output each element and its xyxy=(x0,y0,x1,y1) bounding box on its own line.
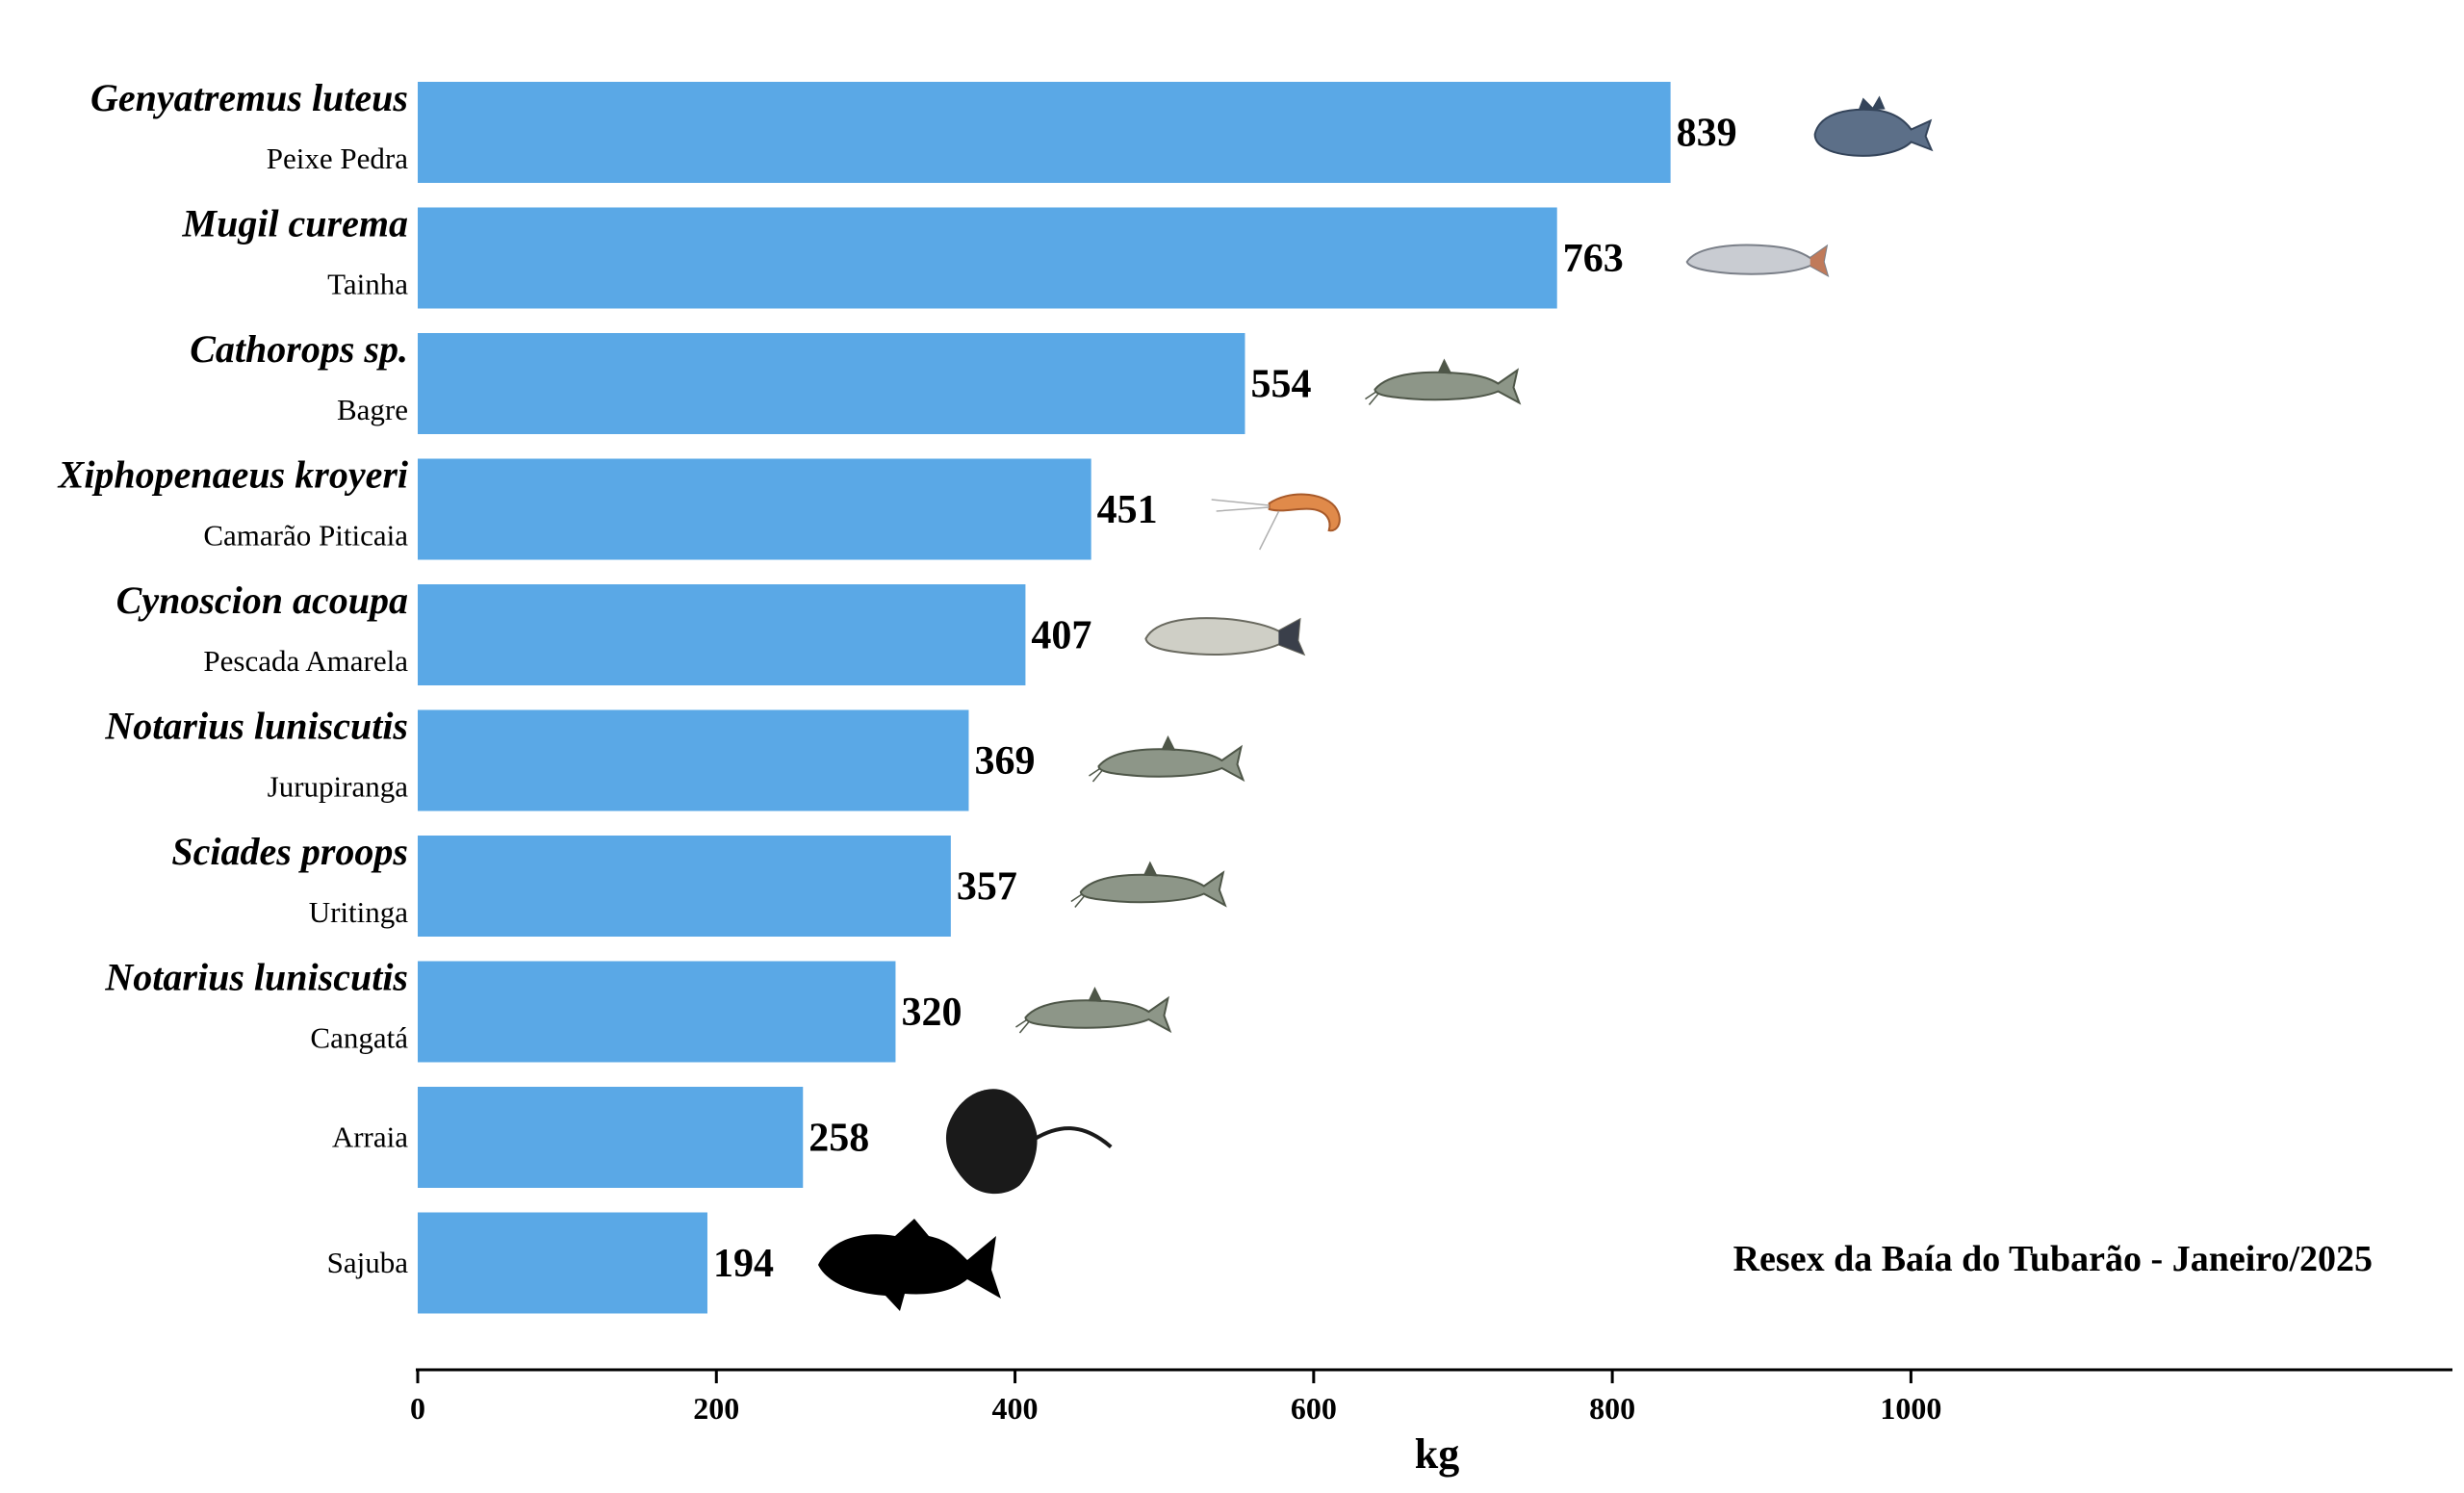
mullet-body xyxy=(1685,244,1830,278)
bar xyxy=(418,458,1091,560)
common-name-label: Cangatá xyxy=(310,1021,408,1055)
scientific-name-label: Notarius luniscutis xyxy=(104,956,408,999)
weakfish-icon xyxy=(1144,617,1306,656)
value-label: 451 xyxy=(1097,488,1158,532)
common-name-label: Jurupiranga xyxy=(268,770,409,804)
catfish-body xyxy=(1079,870,1227,908)
bar xyxy=(418,836,951,937)
bar xyxy=(418,1212,707,1314)
bar xyxy=(418,1087,804,1188)
x-tick-label: 400 xyxy=(992,1391,1039,1426)
catfish-icon xyxy=(1089,735,1245,783)
catfish-icon xyxy=(1015,987,1172,1034)
x-tick-label: 200 xyxy=(693,1391,739,1426)
scientific-name-label: Genyatremus luteus xyxy=(90,76,408,119)
catfish-fin xyxy=(1088,987,1103,1002)
scientific-name-label: Cynoscion acoupa xyxy=(116,579,408,622)
value-label: 258 xyxy=(808,1117,869,1161)
sajuba-body xyxy=(817,1219,1001,1311)
scientific-name-label: Cathorops sp. xyxy=(190,327,408,371)
shrimp-body xyxy=(1268,493,1341,532)
catfish-fin xyxy=(1437,358,1452,374)
x-tick-label: 600 xyxy=(1291,1391,1337,1426)
value-label: 194 xyxy=(713,1242,774,1286)
grunt-body xyxy=(1813,108,1934,157)
category-labels-layer: Genyatremus luteus Peixe Pedra Mugil curem… xyxy=(57,76,409,1279)
common-name-label: Camarão Piticaia xyxy=(203,519,408,553)
value-label: 554 xyxy=(1250,363,1311,407)
value-label: 763 xyxy=(1563,237,1624,281)
grunt-fin xyxy=(1858,95,1886,111)
catfish-icon xyxy=(1070,861,1227,908)
common-name-label: Peixe Pedra xyxy=(267,142,408,175)
bar xyxy=(418,709,969,811)
shrimp-antennae xyxy=(1211,499,1280,551)
catfish-barbels xyxy=(1365,390,1380,405)
icons-layer xyxy=(817,95,1934,1311)
bar xyxy=(418,333,1245,434)
value-label: 369 xyxy=(974,739,1035,784)
x-tick-label: 1000 xyxy=(1880,1391,1941,1426)
common-name-label: Bagre xyxy=(337,393,408,426)
mullet-tail xyxy=(1810,246,1828,275)
common-name-label: Sajuba xyxy=(327,1246,409,1279)
value-labels-layer: 839 763 554 451 407 369 357 320 258 194 xyxy=(713,112,1737,1287)
catfish-barbels xyxy=(1015,1018,1031,1034)
mullet-fish-icon xyxy=(1685,244,1830,278)
value-label: 407 xyxy=(1031,614,1091,658)
catfish-body xyxy=(1097,744,1245,783)
bar xyxy=(418,207,1557,309)
catfish-barbels xyxy=(1089,767,1104,783)
scientific-name-label: Xiphopenaeus kroyeri xyxy=(57,453,408,497)
common-name-label: Arraia xyxy=(332,1120,408,1154)
x-tick-label: 800 xyxy=(1589,1391,1635,1426)
catfish-fin xyxy=(1142,861,1158,877)
bar xyxy=(418,584,1026,685)
common-name-label: Uritinga xyxy=(309,895,409,929)
bars-layer xyxy=(418,82,1671,1314)
stingray-tail xyxy=(1033,1126,1113,1149)
common-name-label: Pescada Amarela xyxy=(203,644,408,678)
scientific-name-label: Notarius luniscutis xyxy=(104,705,408,748)
catfish-icon xyxy=(1365,358,1522,405)
scientific-name-label: Mugil curema xyxy=(182,202,408,245)
x-axis: 0 200 400 600 800 1000 xyxy=(410,1368,2452,1426)
x-tick-label: 0 xyxy=(410,1391,425,1426)
scientific-name-label: Sciades proops xyxy=(171,830,408,873)
common-name-label: Tainha xyxy=(327,268,408,301)
fish-silhouette-icon xyxy=(817,1219,1001,1311)
fish-grey-grunt-icon xyxy=(1813,95,1934,157)
value-label: 357 xyxy=(957,865,1017,910)
chart-annotation: Resex da Baía do Tubarão - Janeiro/2025 xyxy=(1733,1239,2373,1279)
shrimp-icon xyxy=(1211,493,1341,551)
catfish-body xyxy=(1373,368,1522,405)
x-axis-label: kg xyxy=(1415,1430,1459,1478)
stingray-body xyxy=(945,1089,1038,1195)
catfish-body xyxy=(1024,995,1172,1034)
bar xyxy=(418,961,896,1063)
bar xyxy=(418,82,1671,183)
stingray-silhouette-icon xyxy=(945,1089,1113,1195)
catfish-fin xyxy=(1161,735,1176,751)
catfish-barbels xyxy=(1070,892,1086,908)
value-label: 320 xyxy=(901,991,962,1035)
weakfish-tail xyxy=(1278,619,1304,655)
value-label: 839 xyxy=(1677,112,1737,156)
